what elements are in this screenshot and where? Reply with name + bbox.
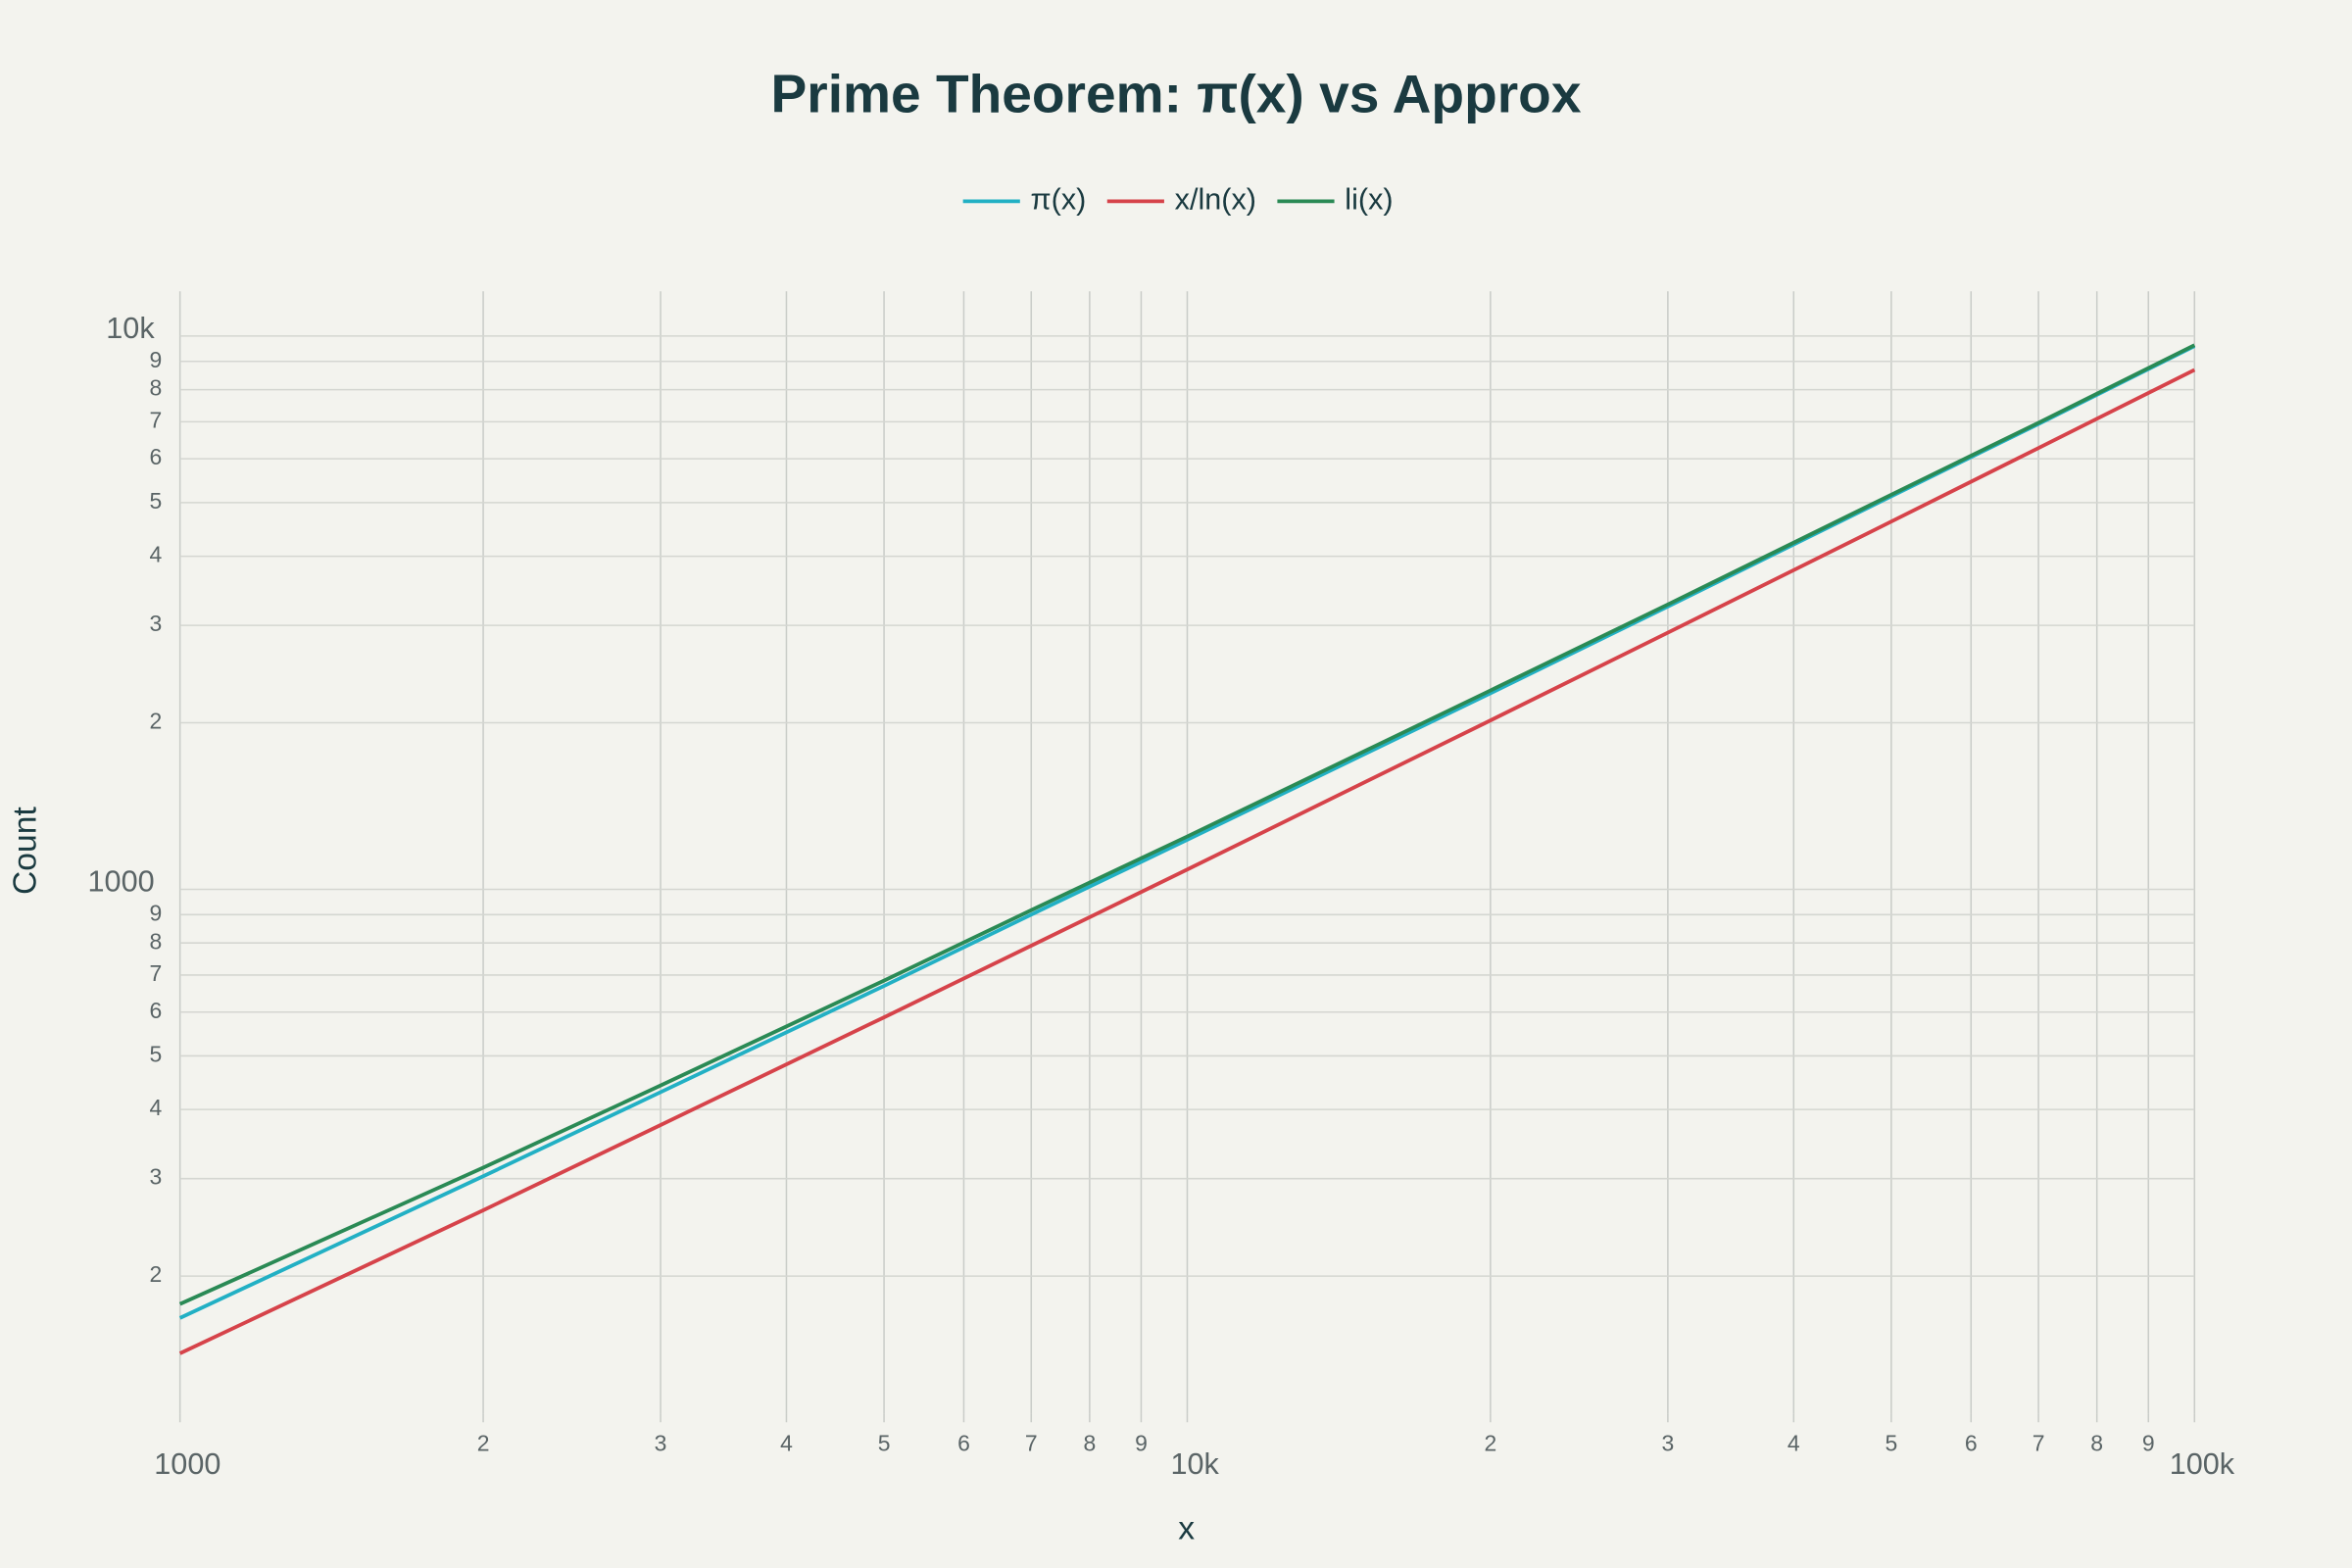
x-tick-label: 9 [1135,1430,1148,1455]
y-tick-label: 4 [150,542,163,567]
y-tick-label: 5 [150,1042,163,1067]
x-tick-label: 7 [1025,1430,1038,1455]
y-tick-label: 7 [150,960,163,986]
y-tick-label: 2 [150,709,163,734]
x-tick-label: 6 [957,1430,970,1455]
y-tick-label: 6 [150,998,163,1023]
series-line [178,343,2196,1306]
x-tick-label: 1000 [154,1447,220,1481]
x-tick-label: 9 [2142,1430,2155,1455]
y-tick-label: 9 [150,900,163,925]
y-axis-label: Count [7,807,43,895]
y-tick-label: 7 [150,407,163,432]
x-tick-label: 7 [2033,1430,2045,1455]
y-tick-label: 4 [150,1095,163,1120]
legend-item: π(x) [962,182,1087,216]
chart-title: Prime Theorem: π(x) vs Approx [771,63,1582,123]
x-tick-label: 2 [477,1430,490,1455]
plot-lines [178,343,2196,1355]
y-tick-label: 2 [150,1261,163,1287]
y-tick-label: 9 [150,347,163,372]
legend-item: li(x) [1277,182,1394,216]
legend-item: x/ln(x) [1106,182,1256,216]
legend-label: π(x) [1031,182,1087,216]
x-tick-label: 5 [1886,1430,1898,1455]
x-axis-label: x [1178,1510,1195,1546]
legend-label: li(x) [1345,182,1393,216]
y-tick-label: 1000 [88,864,155,898]
x-tick-label: 4 [1788,1430,1800,1455]
x-tick-label: 3 [655,1430,667,1455]
x-tick-label: 8 [1083,1430,1096,1455]
x-tick-label: 5 [878,1430,891,1455]
y-tick-label: 10k [106,312,155,345]
y-tick-label: 5 [150,488,163,514]
x-tick-label: 4 [780,1430,793,1455]
x-tick-label: 6 [1965,1430,1978,1455]
x-tick-label: 2 [1484,1430,1496,1455]
x-tick-label: 3 [1661,1430,1674,1455]
y-tick-label: 8 [150,375,163,401]
y-tick-label: 3 [150,1164,163,1190]
y-tick-label: 3 [150,611,163,636]
x-tick-label: 8 [2090,1430,2103,1455]
legend: π(x) x/ln(x) li(x) [962,182,1394,216]
y-tick-label: 6 [150,444,163,469]
series-line [178,368,2196,1355]
x-tick-label: 100k [2170,1447,2235,1481]
x-tick-label: 10k [1170,1447,1219,1481]
y-tick-label: 8 [150,928,163,954]
legend-label: x/ln(x) [1175,182,1256,216]
